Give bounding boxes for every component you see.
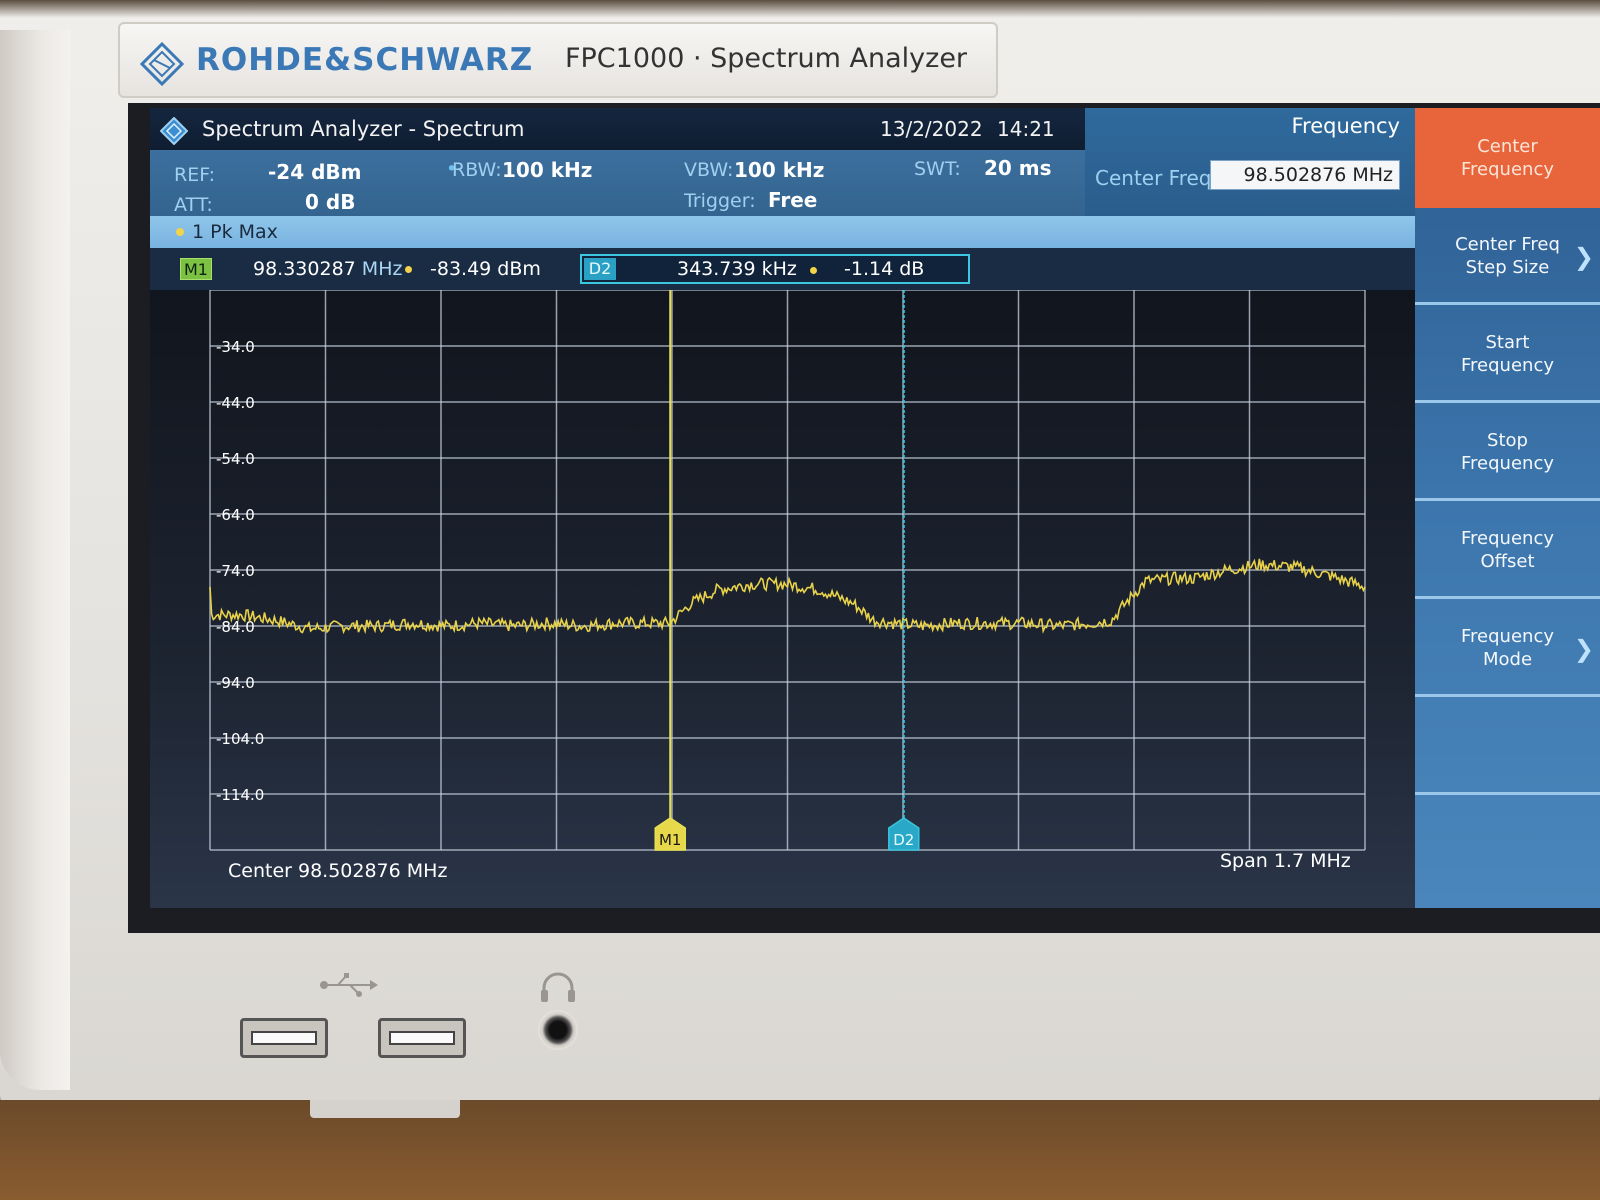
softkey-label: Stop Frequency [1461,429,1554,475]
d2-marker-badge[interactable]: D2 [584,258,616,280]
y-tick-label: -74.0 [216,562,255,580]
softkey-start-frequency[interactable]: Start Frequency [1415,308,1600,403]
trigger-label: Trigger: [684,190,756,212]
softkey-label: Frequency Offset [1461,527,1554,573]
app-title: Spectrum Analyzer - Spectrum [202,117,525,141]
m1-level-dot [405,266,412,273]
trace-mode-label: 1 Pk Max [192,221,278,243]
usb-port-1-slot [251,1031,317,1045]
trace-indicator-dot [176,228,184,236]
y-tick-label: -104.0 [216,730,264,748]
softkey-label: Start Frequency [1461,331,1554,377]
softkey-label: Center Frequency [1461,135,1554,181]
trace-info-bar: 1 Pk Max [150,216,1415,248]
d2-level-dot [810,267,817,274]
ref-value[interactable]: -24 dBm [268,160,362,184]
usb-port-2-slot [389,1031,455,1045]
trigger-value[interactable]: Free [768,188,817,212]
device-model: FPC1000 · Spectrum Analyzer [565,43,967,74]
spectrum-plot-area[interactable]: -34.0 -44.0 -54.0 -64.0 -74.0 -84.0 -94.0 -104.… [150,290,1415,908]
y-tick-label: -44.0 [216,394,255,412]
d2-delta-readout[interactable]: D2 343.739 kHz -1.14 dB [580,254,970,284]
chevron-right-icon: ❯ [1574,638,1594,661]
usb-symbol-icon [318,970,378,1000]
softkey-empty[interactable] [1415,700,1600,795]
app-diamond-icon [160,117,188,145]
chevron-right-icon: ❯ [1574,246,1594,269]
front-panel-ports [230,970,630,1090]
marker-info-bar: M1 98.330287 MHz -83.49 dBm D2 343.739 k… [150,248,1415,290]
y-tick-label: -114.0 [216,786,264,804]
usb-port-2[interactable] [378,1018,466,1058]
softkey-menu: Center Frequency Center Freq Step Size ❯ St… [1415,108,1600,908]
center-freq-input[interactable] [1210,160,1400,190]
ref-label: REF: [174,164,215,186]
d2-marker-label: D2 [893,831,914,849]
softkey-center-frequency[interactable]: Center Frequency [1415,108,1600,208]
swt-label: SWT: [914,158,961,180]
spectrum-plot[interactable]: -34.0-44.0-54.0-64.0-74.0-84.0-94.0-104.… [150,290,1415,908]
softkey-frequency-offset[interactable]: Frequency Offset [1415,504,1600,599]
softkey-stop-frequency[interactable]: Stop Frequency [1415,406,1600,501]
y-tick-label: -94.0 [216,674,255,692]
center-frequency-readout: Center 98.502876 MHz [228,860,447,882]
softkey-label: Frequency Mode [1461,625,1554,671]
y-tick-label: -34.0 [216,338,255,356]
frequency-menu-title: Frequency [1292,114,1401,138]
center-freq-label: Center Freq [1095,166,1212,190]
y-tick-label: -64.0 [216,506,255,524]
y-tick-label: -54.0 [216,450,255,468]
time-display: 14:21 [997,117,1055,141]
vbw-value[interactable]: 100 kHz [734,158,824,182]
frequency-panel: Frequency Center Freq [1085,108,1415,216]
d2-delta-level: -1.14 dB [844,258,924,280]
device-foot [310,1100,460,1118]
vbw-label: VBW: [684,159,733,181]
span-readout: Span 1.7 MHz [1220,850,1351,872]
att-value[interactable]: 0 dB [305,190,355,214]
m1-level: -83.49 dBm [430,258,541,280]
m1-marker-label: M1 [659,831,682,849]
date-display: 13/2/2022 [880,117,983,141]
title-bar: Spectrum Analyzer - Spectrum 13/2/2022 1… [150,108,1085,150]
analyzer-device: ROHDE&SCHWARZ FPC1000 · Spectrum Analyze… [0,0,1600,1125]
m1-frequency-unit: MHz [362,258,403,280]
att-label: ATT: [174,194,213,216]
headphone-icon [538,970,578,1004]
brand-plate: ROHDE&SCHWARZ FPC1000 · Spectrum Analyze… [118,22,998,98]
swt-value[interactable]: 20 ms [984,156,1052,180]
analyzer-screen: Spectrum Analyzer - Spectrum 13/2/2022 1… [150,108,1600,908]
device-left-rim [0,30,70,1090]
softkey-center-freq-step-size[interactable]: Center Freq Step Size ❯ [1415,210,1600,305]
m1-marker-badge[interactable]: M1 [180,258,212,280]
rbw-value[interactable]: 100 kHz [502,158,592,182]
m1-frequency: 98.330287 MHz [253,258,402,280]
settings-info-bar[interactable]: REF: -24 dBm ATT: 0 dB • RBW: 100 kHz VB… [150,150,1085,216]
usb-port-1[interactable] [240,1018,328,1058]
top-shadow [0,0,1600,18]
softkey-frequency-mode[interactable]: Frequency Mode ❯ [1415,602,1600,697]
rohde-schwarz-logo-icon [140,42,184,86]
table-surface [0,1100,1600,1200]
rbw-label: RBW: [452,159,502,181]
brand-name: ROHDE&SCHWARZ [196,42,533,78]
softkey-label: Center Freq Step Size [1455,233,1560,279]
d2-delta-frequency: 343.739 kHz [677,258,797,280]
headphone-jack[interactable] [538,1010,578,1050]
m1-frequency-value: 98.330287 [253,258,356,280]
